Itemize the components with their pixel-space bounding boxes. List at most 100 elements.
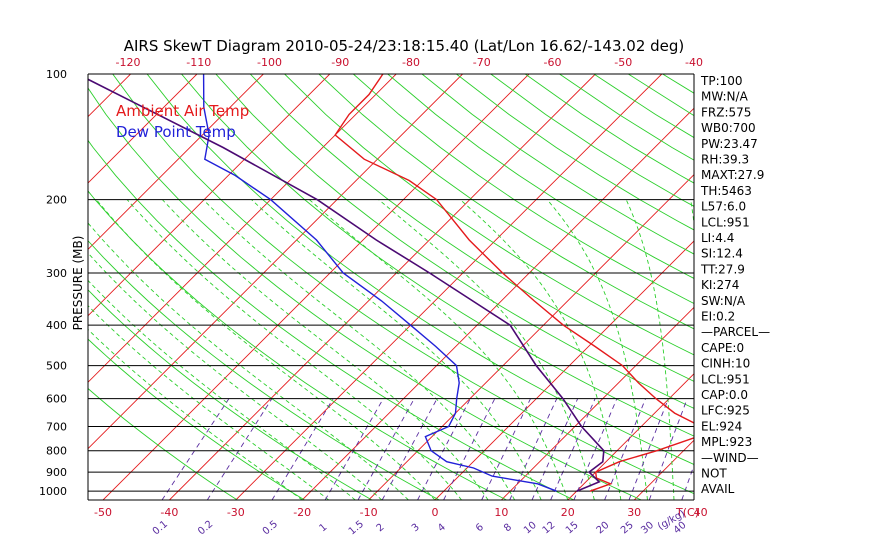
dry-adiabat-line	[181, 74, 694, 437]
mixing-ratio-line	[628, 398, 669, 500]
index-value: CAPE:0	[701, 341, 744, 355]
mixing-ratio-tick-label: 1	[318, 522, 330, 535]
mixing-ratio-line	[531, 398, 579, 500]
y-axis-label: PRESSURE (MB)	[71, 236, 85, 331]
mixing-ratio-tick-label: 8	[502, 522, 514, 535]
mixing-ratio-tick-label: 1.5	[347, 519, 366, 538]
isotherm-line	[88, 74, 331, 317]
index-value: TT:27.9	[700, 262, 745, 276]
isotherm-line	[301, 107, 694, 500]
temp-tick-label: 10	[494, 506, 508, 519]
dry-adiabat-line	[284, 74, 694, 356]
dry-adiabat-line	[387, 74, 694, 279]
index-value: RH:39.3	[701, 153, 749, 167]
pressure-tick-label: 900	[46, 466, 67, 479]
temp-tick-label: 0	[432, 506, 439, 519]
index-value: CINH:10	[701, 357, 750, 371]
temp-tick-label: -50	[94, 506, 112, 519]
temp-tick-label: -40	[160, 506, 178, 519]
pressure-tick-label: 500	[46, 360, 67, 373]
mixing-ratio-tick-label: 15	[564, 520, 581, 537]
dry-adiabat-line	[490, 74, 694, 207]
top-temp-tick-label: -80	[402, 56, 420, 69]
index-value: TP:100	[700, 74, 743, 88]
top-temp-tick-label: -70	[473, 56, 491, 69]
isotherm-line	[235, 74, 663, 500]
pressure-tick-label: 100	[46, 68, 67, 81]
pressure-tick-label: 600	[46, 393, 67, 406]
temp-tick-label: 40	[694, 506, 708, 519]
dry-adiabat-line	[421, 74, 694, 255]
index-value: FRZ:575	[701, 105, 751, 119]
temp-tick-label: -30	[227, 506, 245, 519]
mixing-ratio-line	[604, 398, 646, 500]
mixing-ratio-line	[509, 398, 558, 500]
moist-adiabat-line	[251, 199, 542, 500]
index-value: KI:274	[701, 278, 739, 292]
moist-adiabat-line	[161, 199, 489, 500]
moist-adiabat-line	[625, 199, 675, 500]
pressure-tick-label: 1000	[39, 485, 67, 498]
temp-unit-label: T(C)	[675, 506, 699, 519]
isotherm-line	[88, 74, 198, 184]
index-value: EI:0.2	[701, 310, 735, 324]
isotherm-line	[368, 173, 694, 500]
isotherm-line	[0, 74, 64, 500]
dry-adiabat-line	[353, 74, 694, 304]
isotherm-line	[767, 74, 870, 500]
index-value: —PARCEL—	[701, 325, 770, 339]
mixing-ratio-tick-label: 25	[619, 520, 636, 537]
mixing-ratio-tick-label: 0.5	[261, 519, 280, 538]
pressure-tick-label: 200	[46, 194, 67, 207]
index-value: NOT	[701, 467, 727, 481]
index-value: MPL:923	[701, 435, 752, 449]
moist-adiabat-line	[690, 199, 694, 228]
moist-adiabat-line	[88, 222, 409, 500]
dry-adiabat-line	[249, 74, 694, 382]
series-line-2	[202, 74, 557, 492]
index-value: SI:12.4	[701, 247, 743, 261]
mixing-ratio-line	[381, 398, 438, 500]
mixing-ratio-tick-label: 3	[410, 522, 422, 535]
pressure-tick-label: 800	[46, 445, 67, 458]
mixing-ratio-tick-label: 12	[541, 520, 558, 537]
index-value: CAP:0.0	[701, 388, 748, 402]
top-temp-tick-label: -90	[331, 56, 349, 69]
moist-adiabat-line	[95, 199, 436, 500]
dry-adiabat-line	[112, 74, 694, 495]
mixing-ratio-tick-label: 20	[595, 520, 612, 537]
index-value: LCL:951	[701, 215, 750, 229]
moist-adiabat-line	[459, 199, 622, 500]
mixing-ratio-tick-label: 10	[522, 520, 539, 537]
temp-tick-label: -10	[360, 506, 378, 519]
mixing-ratio-tick-label: 2	[375, 522, 387, 535]
dry-adiabat-line	[88, 387, 238, 500]
mixing-ratio-tick-label: 0.1	[151, 519, 170, 538]
moist-adiabat-line	[126, 199, 462, 500]
index-value: LFC:925	[701, 404, 750, 418]
dry-adiabat-line	[524, 74, 694, 184]
dry-adiabat-line	[835, 74, 870, 500]
isotherm-line	[88, 74, 131, 118]
mixing-ratio-tick-label: 6	[474, 522, 486, 535]
moist-adiabat-line	[378, 199, 595, 500]
dry-adiabat-line	[88, 87, 642, 500]
index-value: WB0:700	[701, 121, 756, 135]
index-value: PW:23.47	[701, 137, 758, 151]
dry-adiabat-line	[215, 74, 694, 409]
isotherm-line	[501, 306, 694, 500]
temp-tick-label: 30	[627, 506, 641, 519]
index-value: EL:924	[701, 419, 742, 433]
dry-adiabat-line	[800, 74, 870, 500]
dry-adiabat-line	[88, 240, 440, 500]
dry-adiabat-line	[318, 74, 694, 330]
pressure-tick-label: 700	[46, 421, 67, 434]
moist-adiabat-line	[88, 279, 356, 500]
moist-adiabat-line	[88, 252, 383, 500]
index-value: LI:4.4	[701, 231, 734, 245]
mixing-ratio-line	[550, 398, 596, 500]
mixing-ratio-line	[324, 398, 384, 500]
isotherm-line	[434, 240, 694, 500]
dry-adiabat-line	[88, 190, 507, 500]
legend-dew-point-temp: Dew Point Temp	[116, 123, 236, 141]
